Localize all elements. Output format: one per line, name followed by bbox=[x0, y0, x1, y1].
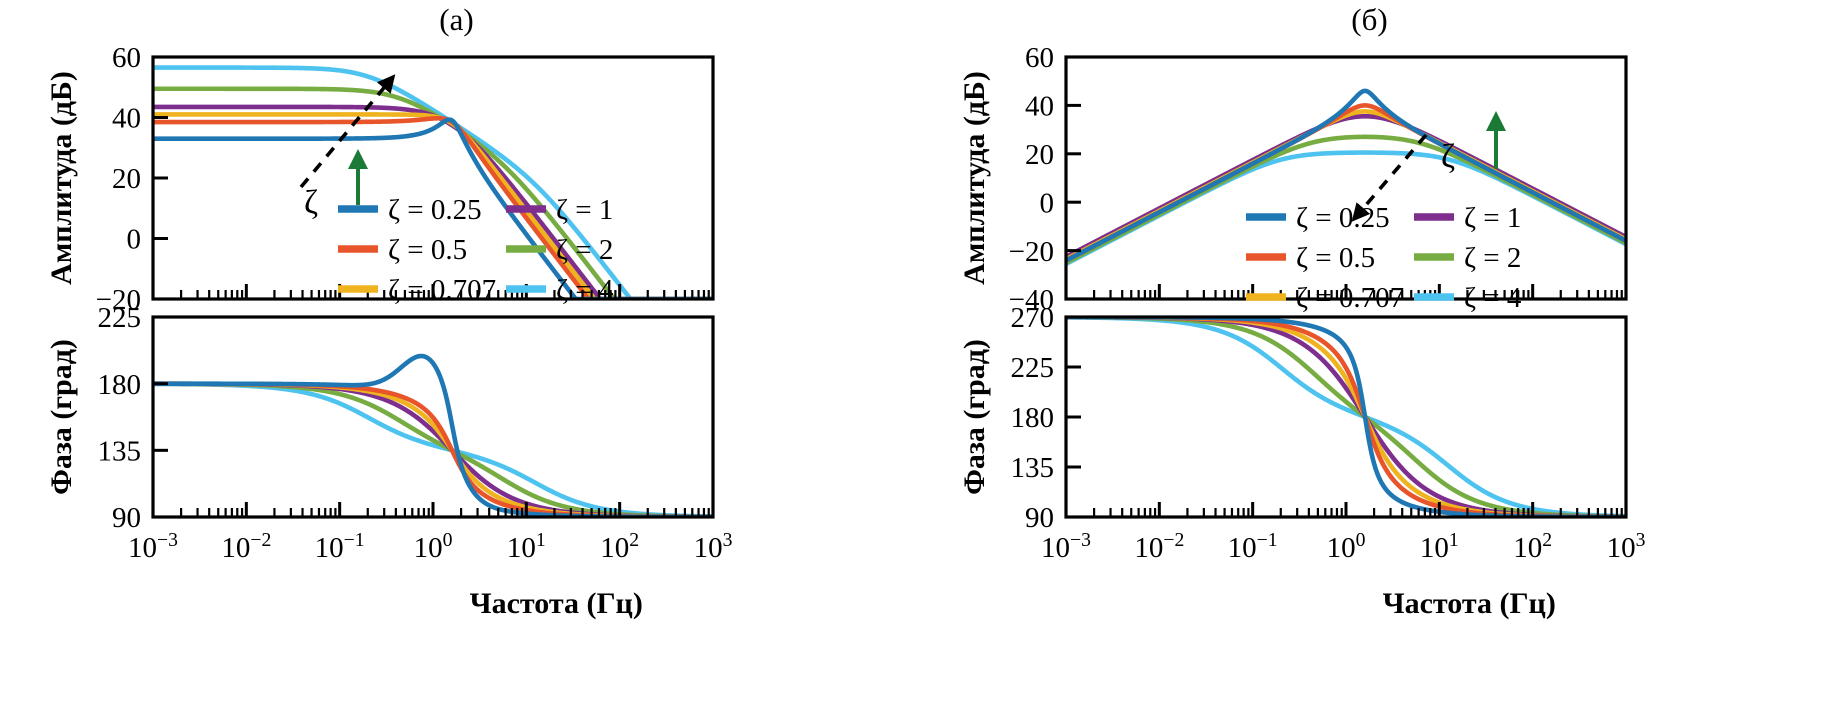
legend-label: ζ = 2 bbox=[1464, 242, 1521, 274]
magnitude-y-axis-label: Амплитуда (дБ) bbox=[958, 71, 991, 285]
legend-label: ζ = 0.25 bbox=[388, 194, 482, 226]
svg-text:10−3: 10−3 bbox=[1041, 529, 1091, 564]
svg-text:10−1: 10−1 bbox=[1228, 529, 1278, 564]
y-tick-label: 225 bbox=[1011, 352, 1055, 384]
phase-y-axis-label: Фаза (град) bbox=[958, 339, 991, 495]
legend-label: ζ = 4 bbox=[1464, 282, 1522, 314]
panel-a: (а) 60 40 20 0 −20 225 180 135 90 10−3 10−2 10−1 100… bbox=[45, 2, 733, 620]
y-tick-label: −20 bbox=[96, 284, 141, 316]
magnitude-series bbox=[1066, 103, 1626, 263]
y-tick-label: 20 bbox=[112, 163, 141, 195]
y-tick-label: 60 bbox=[1025, 42, 1054, 74]
y-tick-label: 0 bbox=[127, 224, 142, 256]
phase-series bbox=[153, 353, 713, 517]
svg-text:10−2: 10−2 bbox=[221, 529, 271, 564]
magnitude-curves bbox=[1066, 88, 1626, 267]
x-axis-label: Частота (Гц) bbox=[470, 587, 643, 620]
y-tick-label: 0 bbox=[1040, 187, 1055, 219]
magnitude-series bbox=[153, 115, 713, 299]
y-tick-label: 135 bbox=[98, 435, 142, 467]
svg-text:101: 101 bbox=[507, 529, 546, 564]
svg-text:100: 100 bbox=[414, 529, 453, 564]
phase-curves bbox=[153, 353, 713, 517]
magnitude-series bbox=[1066, 88, 1626, 263]
phase-series bbox=[153, 381, 713, 517]
phase-series bbox=[153, 381, 713, 517]
svg-text:102: 102 bbox=[1513, 529, 1552, 564]
y-tick-label: 40 bbox=[112, 103, 141, 135]
legend-label: ζ = 1 bbox=[556, 194, 613, 226]
phase-series bbox=[153, 381, 713, 517]
panel-b-title: (б) bbox=[1351, 2, 1388, 37]
zeta-annotation-label: ζ bbox=[1441, 138, 1455, 175]
legend-label: ζ = 0.707 bbox=[1296, 282, 1404, 314]
phase-curves bbox=[1066, 317, 1626, 517]
magnitude-y-axis-label: Амплитуда (дБ) bbox=[45, 71, 78, 285]
svg-text:10−1: 10−1 bbox=[315, 529, 365, 564]
zeta-trend-arrow bbox=[299, 74, 396, 189]
legend-label: ζ = 0.707 bbox=[388, 274, 496, 306]
legend-label: ζ = 1 bbox=[1464, 202, 1521, 234]
phase-series bbox=[153, 381, 713, 517]
svg-text:10−2: 10−2 bbox=[1134, 529, 1184, 564]
y-tick-label: 20 bbox=[1025, 139, 1054, 171]
y-tick-label: 225 bbox=[98, 302, 142, 334]
svg-text:102: 102 bbox=[600, 529, 639, 564]
magnitude-series bbox=[1066, 109, 1626, 262]
magnitude-series bbox=[153, 117, 713, 299]
zeta-annotation-label: ζ bbox=[304, 184, 318, 221]
y-tick-label: 90 bbox=[1025, 502, 1054, 534]
y-tick-label: 90 bbox=[112, 502, 141, 534]
y-tick-label: −40 bbox=[1009, 284, 1054, 316]
svg-text:103: 103 bbox=[694, 529, 733, 564]
legend: ζ = 0.25 ζ = 0.5 ζ = 0.707 ζ = 1 ζ = 2 ζ = 4 bbox=[338, 194, 614, 306]
svg-text:100: 100 bbox=[1327, 529, 1366, 564]
y-tick-label: −20 bbox=[1009, 236, 1054, 268]
y-tick-label: 270 bbox=[1011, 302, 1055, 334]
legend: ζ = 0.25 ζ = 0.5 ζ = 0.707 ζ = 1 ζ = 2 ζ = 4 bbox=[1246, 202, 1522, 314]
y-tick-label: 40 bbox=[1025, 91, 1054, 123]
phase-y-axis-label: Фаза (град) bbox=[45, 339, 78, 495]
legend-label: ζ = 4 bbox=[556, 274, 614, 306]
svg-text:101: 101 bbox=[1420, 529, 1459, 564]
y-tick-label: 60 bbox=[112, 42, 141, 74]
svg-text:10−3: 10−3 bbox=[128, 529, 178, 564]
legend-label: ζ = 0.5 bbox=[388, 234, 467, 266]
legend-label: ζ = 0.25 bbox=[1296, 202, 1390, 234]
x-axis-label: Частота (Гц) bbox=[1383, 587, 1556, 620]
phase-series bbox=[153, 381, 713, 517]
legend-label: ζ = 0.5 bbox=[1296, 242, 1375, 274]
panel-b: (б) 60 40 20 0 −20 −40 270 225 180 135 90 10−3 10−2 1… bbox=[913, 0, 1826, 725]
y-tick-label: 180 bbox=[1011, 402, 1055, 434]
svg-text:103: 103 bbox=[1607, 529, 1646, 564]
panel-a-title: (а) bbox=[439, 2, 474, 37]
legend-label: ζ = 2 bbox=[556, 234, 613, 266]
y-tick-label: 135 bbox=[1011, 452, 1055, 484]
phase-series bbox=[1066, 317, 1626, 517]
y-tick-label: 180 bbox=[98, 369, 142, 401]
